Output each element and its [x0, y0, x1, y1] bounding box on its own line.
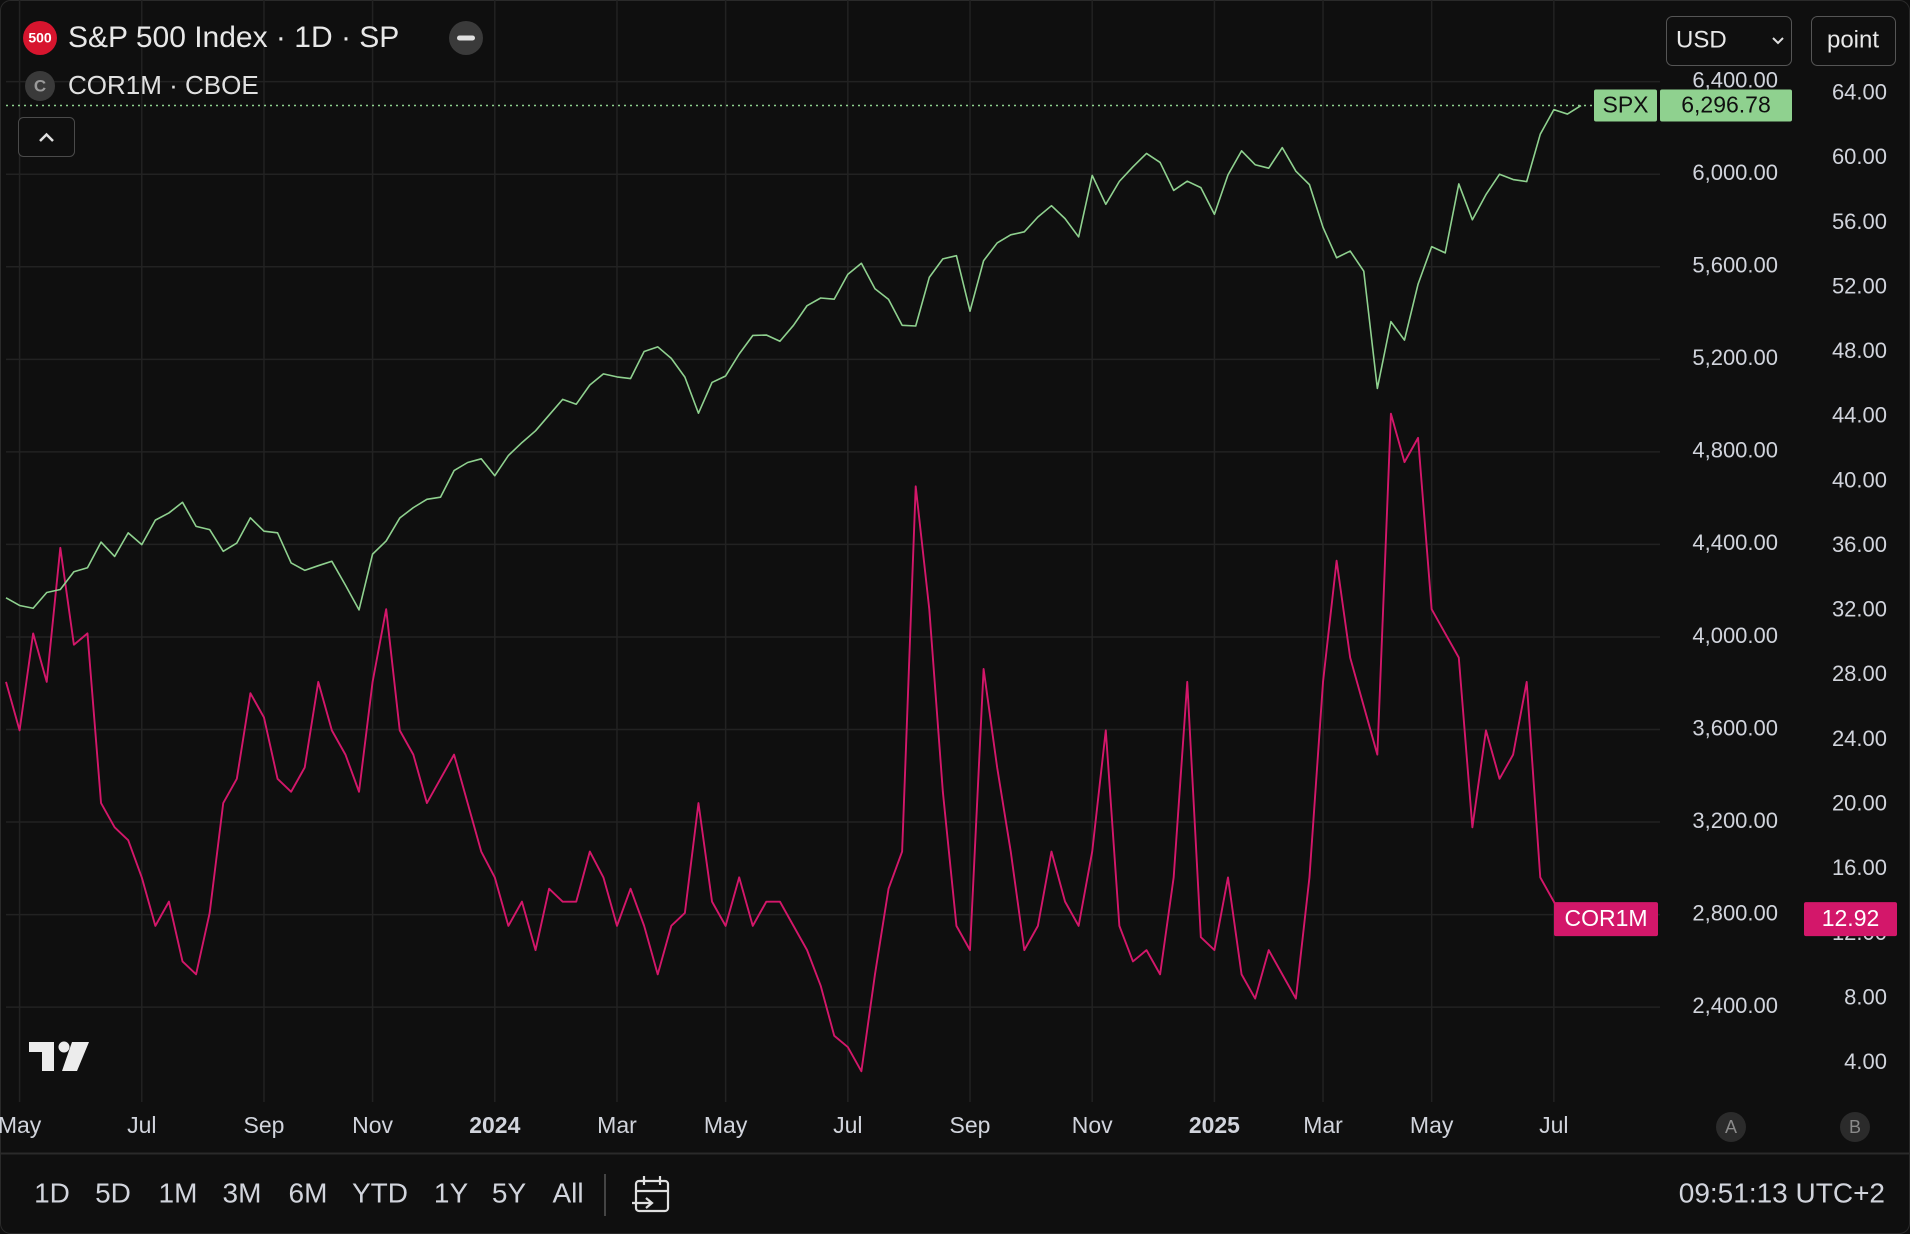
range-button[interactable]: All [552, 1177, 583, 1208]
y2-tick-label: 40.00 [1832, 467, 1887, 492]
y-tick-label: 2,800.00 [1692, 900, 1778, 925]
plot-lines [5, 104, 1582, 1073]
x-tick-label: 2024 [469, 1112, 520, 1138]
grid [6, 0, 1660, 1102]
y-tick-label: 6,400.00 [1692, 67, 1778, 92]
currency-text: USD [1676, 26, 1727, 53]
compare-badge [25, 71, 55, 101]
unit-select[interactable] [1811, 16, 1896, 66]
x-tick-label: Jul [1539, 1112, 1568, 1138]
chart-subtitle: COR1M · CBOE [68, 70, 259, 100]
series-name-label: SPX [1602, 92, 1648, 118]
x-tick-label: Sep [950, 1112, 991, 1138]
range-button[interactable]: 1M [159, 1177, 198, 1208]
y-tick-label: 2,400.00 [1692, 993, 1778, 1018]
y2-tick-label: 20.00 [1832, 790, 1887, 815]
series-name-label: COR1M [1564, 905, 1647, 931]
range-button[interactable]: YTD [352, 1177, 408, 1208]
y-tick-label: 3,200.00 [1692, 808, 1778, 833]
y2-tick-label: 56.00 [1832, 209, 1887, 234]
price-tags: SPX 6,296.78 COR1M 12.92 [6, 89, 1897, 937]
x-tick-label: 2025 [1189, 1112, 1240, 1138]
currency-select[interactable] [1666, 16, 1792, 66]
goto-date-button[interactable] [632, 1176, 670, 1213]
price-tag [1804, 902, 1897, 937]
y2-tick-label: 44.00 [1832, 403, 1887, 428]
x-tick-label: Jul [833, 1112, 862, 1138]
y2-tick-label: 36.00 [1832, 532, 1887, 557]
series-line [5, 104, 1582, 611]
logo-part [62, 1042, 89, 1071]
x-tick-label: May [0, 1112, 42, 1138]
y-tick-label: 4,400.00 [1692, 530, 1778, 555]
range-button[interactable]: 1Y [434, 1177, 469, 1208]
collapse-button[interactable] [18, 117, 75, 157]
y2-tick-label: 8.00 [1844, 984, 1887, 1009]
hide-icon [457, 35, 475, 41]
unit-text: point [1827, 26, 1879, 53]
y2-tick-label: 64.00 [1832, 80, 1887, 105]
y2-tick-label: 24.00 [1832, 726, 1887, 751]
x-tick-label: Nov [1072, 1112, 1113, 1138]
range-button[interactable]: 5Y [492, 1177, 527, 1208]
scale-button[interactable] [1716, 1112, 1746, 1142]
x-tick-label: May [1410, 1112, 1454, 1138]
y2-tick-label: 28.00 [1832, 661, 1887, 686]
logo-part [42, 1042, 54, 1071]
calendar-icon [632, 1197, 654, 1209]
y-tick-label: 4,000.00 [1692, 623, 1778, 648]
y-tick-label: 5,600.00 [1692, 253, 1778, 278]
x-tick-label: Nov [352, 1112, 393, 1138]
price-tag [1660, 89, 1792, 122]
clock: 09:51:13 UTC+2 [1679, 1177, 1885, 1208]
y2-tick-label: 16.00 [1832, 855, 1887, 880]
range-button[interactable]: 5D [95, 1177, 131, 1208]
y-tick-label: 6,000.00 [1692, 160, 1778, 185]
x-tick-label: Jul [127, 1112, 156, 1138]
logo [29, 1041, 89, 1071]
compare-badge-text: C [34, 76, 46, 95]
x-tick-label: Mar [597, 1112, 637, 1138]
price-tag-label: 12.92 [1822, 905, 1880, 931]
symbol-badge [23, 21, 57, 55]
logo-part [58, 1041, 70, 1053]
toolbar: 1D 5D 1M 3M 6M YTD 1Y 5Y All [34, 1177, 583, 1208]
series-name-tag [1594, 89, 1657, 122]
collapse-icon [39, 132, 54, 142]
x-tick-label: May [704, 1112, 748, 1138]
chart-title: S&P 500 Index · 1D · SP [68, 21, 399, 54]
scale-button-text: B [1849, 1117, 1861, 1137]
range-button[interactable]: 6M [289, 1177, 328, 1208]
y2-tick-label: 48.00 [1832, 338, 1887, 363]
series-name-tag [1554, 902, 1658, 937]
y2-tick-label: 4.00 [1844, 1049, 1887, 1074]
x-tick-label: Sep [244, 1112, 285, 1138]
price-tag-label: 6,296.78 [1681, 92, 1771, 118]
scale-button-text: A [1725, 1117, 1737, 1137]
series-line [5, 412, 1582, 1073]
range-button[interactable]: 1D [34, 1177, 70, 1208]
currency-chevron [1772, 37, 1784, 45]
axes: May Jul Sep Nov 2024 Mar May Jul Sep Nov 2025 Mar Ma… [0, 67, 1887, 1138]
scale-button[interactable] [1840, 1112, 1870, 1142]
range-button[interactable]: 3M [223, 1177, 262, 1208]
y-tick-label: 4,800.00 [1692, 438, 1778, 463]
y2-tick-label: 32.00 [1832, 597, 1887, 622]
logo-part [29, 1042, 54, 1052]
calendar-icon [634, 1179, 670, 1213]
y2-tick-label: 60.00 [1832, 144, 1887, 169]
x-tick-label: Mar [1303, 1112, 1343, 1138]
y-tick-label: 3,600.00 [1692, 715, 1778, 740]
y2-tick-label: 52.00 [1832, 273, 1887, 298]
y-tick-label: 5,200.00 [1692, 345, 1778, 370]
symbol-badge-text: 500 [28, 30, 52, 46]
